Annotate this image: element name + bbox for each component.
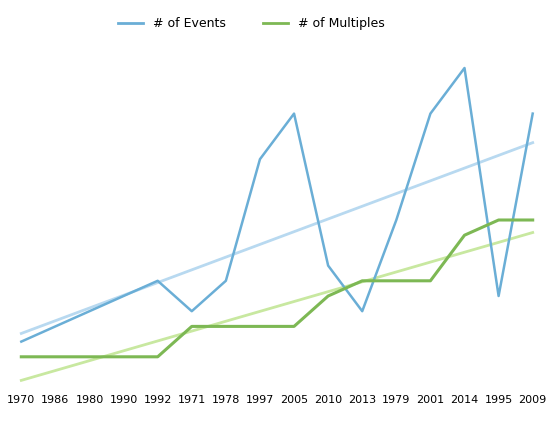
Legend: # of Events, # of Multiples: # of Events, # of Multiples: [113, 12, 390, 35]
